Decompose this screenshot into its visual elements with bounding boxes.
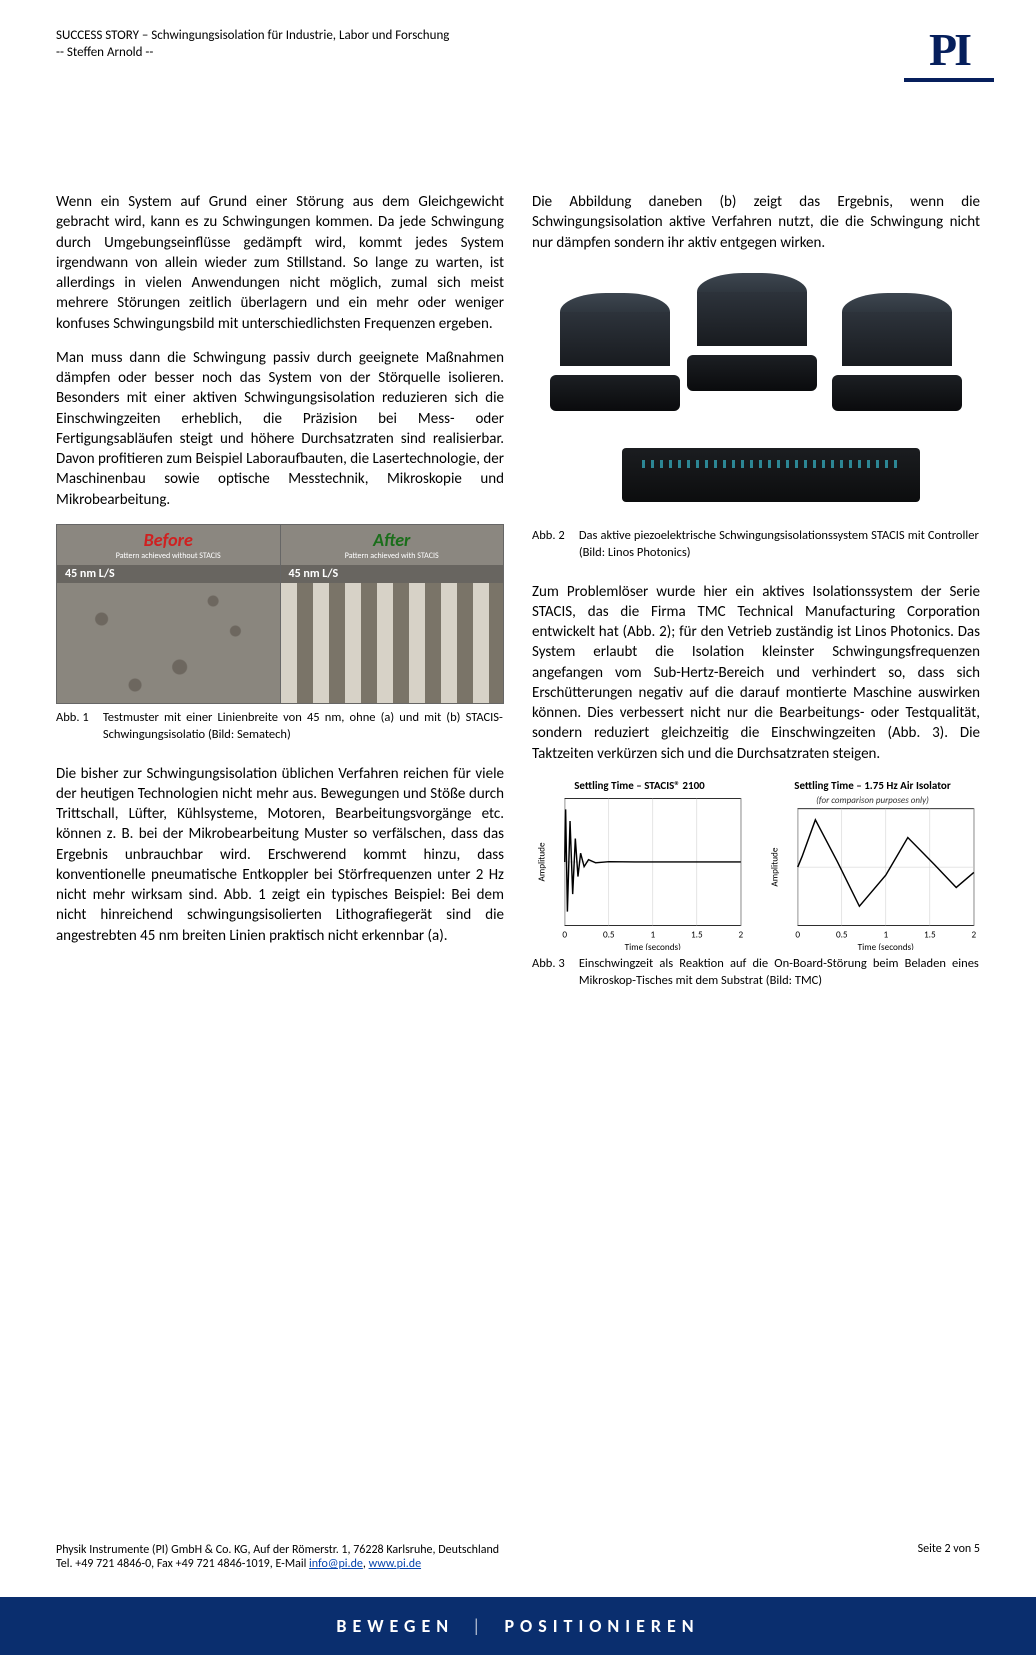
figure-3: Settling Time – STACIS® 2100 00.511.52Ti… [532,778,980,950]
bluebar-sep: | [472,1615,486,1637]
fig1-after-image [281,583,504,703]
svg-text:Amplitude: Amplitude [536,842,547,881]
svg-text:0.5: 0.5 [836,929,848,940]
page-footer: Physik Instrumente (PI) GmbH & Co. KG, A… [56,1543,980,1571]
chart-b-svg: 0 0.5 1 1.5 2 Time (seconds) Amplitude [765,778,980,950]
fig1-caption-label: Abb. 1 [56,710,100,727]
bluebar-left: BEWEGEN [336,1615,454,1637]
fig1-before-image [57,583,280,703]
figure-2 [532,267,980,522]
right-p2: Zum Problemlöser wurde hier ein aktives … [532,582,980,764]
header-title: SUCCESS STORY – Schwingungsisolation für… [56,28,980,43]
left-p1: Wenn ein System auf Grund einer Störung … [56,192,504,334]
svg-text:1.5: 1.5 [924,929,936,940]
fig1-after-band: 45 nm L/S [281,565,504,583]
footer-bluebar: BEWEGEN | POSITIONIEREN [0,1597,1036,1655]
svg-text:1: 1 [650,929,655,940]
chart-a-svg: 0 0.5 1 1.5 2 Time (seconds) Amplitude [532,778,747,950]
svg-text:0.5: 0.5 [603,929,615,940]
fig2-caption: Abb. 2 Das aktive piezoelektrische Schwi… [532,528,980,562]
footer-contact: Tel. +49 721 4846-0, Fax +49 721 4846-10… [56,1557,309,1571]
fig3-caption-text: Einschwingzeit als Reaktion auf die On-B… [579,956,979,990]
footer-email-link[interactable]: info@pi.de [309,1557,363,1571]
footer-address: Physik Instrumente (PI) GmbH & Co. KG, A… [56,1543,499,1557]
fig1-before-sub: Pattern achieved without STACIS [57,551,280,561]
footer-page: Seite 2 von 5 [918,1542,980,1556]
svg-text:2: 2 [972,929,977,940]
left-p3: Die bisher zur Schwingungsisolation übli… [56,764,504,946]
fig3-caption: Abb. 3 Einschwingzeit als Reaktion auf d… [532,956,980,990]
fig1-after-sub: Pattern achieved with STACIS [281,551,504,561]
svg-text:2: 2 [739,929,744,940]
fig1-after-label: After [281,529,504,551]
svg-text:Amplitude: Amplitude [769,847,780,886]
svg-text:Time (seconds): Time (seconds) [858,942,915,950]
fig1-caption-text: Testmuster mit einer Linienbreite von 45… [103,710,503,744]
fig2-caption-label: Abb. 2 [532,528,576,545]
chart-stacis: Settling Time – STACIS® 2100 00.511.52Ti… [532,778,747,950]
svg-text:0: 0 [795,929,800,940]
left-p2: Man muss dann die Schwingung passiv durc… [56,348,504,510]
fig3-caption-label: Abb. 3 [532,956,576,973]
svg-text:1.5: 1.5 [691,929,703,940]
right-p1: Die Abbildung daneben (b) zeigt das Erge… [532,192,980,253]
bluebar-right: POSITIONIEREN [504,1615,699,1637]
svg-text:0: 0 [562,929,567,940]
fig1-caption: Abb. 1 Testmuster mit einer Linienbreite… [56,710,504,744]
figure-1: Before Pattern achieved without STACIS 4… [56,524,504,704]
footer-url-link[interactable]: www.pi.de [369,1557,421,1571]
logo-pi: PI [904,20,994,82]
svg-text:Time (seconds): Time (seconds) [625,942,682,950]
header-author: -- Steffen Arnold -- [56,45,980,60]
fig1-before-label: Before [57,529,280,551]
fig1-before-band: 45 nm L/S [57,565,280,583]
fig2-caption-text: Das aktive piezoelektrische Schwingungsi… [579,528,979,562]
svg-text:1: 1 [883,929,888,940]
chart-air: Settling Time – 1.75 Hz Air Isolator (fo… [765,778,980,950]
